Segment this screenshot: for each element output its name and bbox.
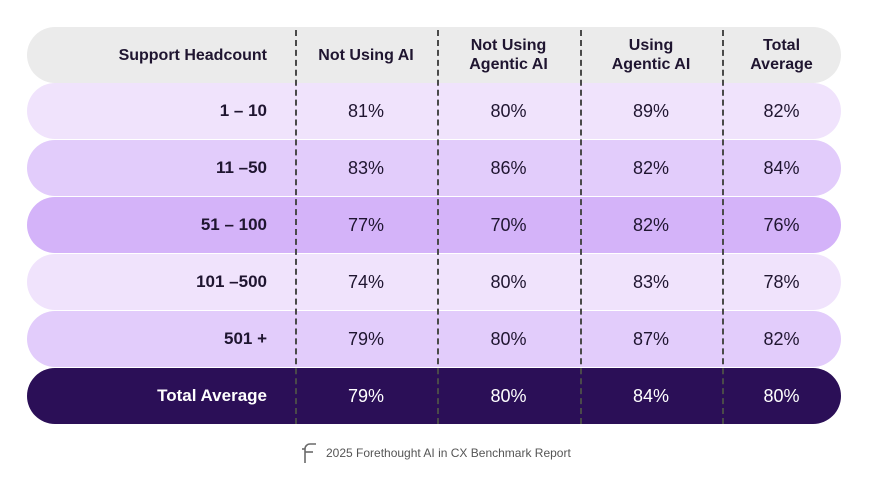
table-cell: 80%	[490, 271, 527, 292]
report-footer: 2025 Forethought AI in CX Benchmark Repo…	[300, 442, 571, 464]
row-label: 501 +	[223, 329, 267, 348]
table-cell: 83%	[347, 157, 385, 178]
row-label: 101 –500	[196, 272, 267, 291]
total-row-label: Total Average	[157, 386, 267, 405]
table-cell: 82%	[763, 328, 800, 349]
table-cell: 80%	[490, 328, 527, 349]
table-cell: 84%	[763, 157, 800, 178]
table-cell: 82%	[632, 157, 670, 178]
header-not-using-agentic-ai: Not Using Agentic AI	[469, 37, 548, 73]
total-cell: 80%	[763, 385, 800, 406]
header-total-average: Total Average	[750, 37, 813, 73]
header-support-headcount: Support Headcount	[118, 46, 267, 64]
table-cell: 76%	[763, 214, 800, 235]
table-cell: 80%	[490, 100, 527, 121]
table-cell: 79%	[347, 328, 385, 349]
table-row: 101 –500 74% 80% 83% 78%	[27, 254, 841, 310]
row-label: 1 – 10	[219, 101, 267, 120]
forethought-logo-icon	[300, 442, 318, 464]
total-cell: 79%	[347, 385, 385, 406]
table-cell: 77%	[347, 214, 385, 235]
table-row: 501 + 79% 80% 87% 82%	[27, 311, 841, 367]
table-cell: 89%	[632, 100, 670, 121]
table-cell: 83%	[632, 271, 670, 292]
total-cell: 84%	[632, 385, 670, 406]
row-label: 11 –50	[215, 158, 267, 177]
table-row: 1 – 10 81% 80% 89% 82%	[27, 83, 841, 139]
header-not-using-ai: Not Using AI	[318, 46, 414, 64]
table-cell: 78%	[763, 271, 800, 292]
footer-text: 2025 Forethought AI in CX Benchmark Repo…	[326, 446, 571, 460]
table-cell: 81%	[347, 100, 385, 121]
table-header-row: Support Headcount Not Using AI Not Using…	[27, 27, 841, 83]
table-row: 51 – 100 77% 70% 82% 76%	[27, 197, 841, 253]
table-cell: 70%	[490, 214, 527, 235]
header-using-agentic-ai: Using Agentic AI	[611, 37, 691, 73]
table-cell: 82%	[632, 214, 670, 235]
table-cell: 87%	[632, 328, 670, 349]
table-cell: 74%	[347, 271, 385, 292]
table-cell: 82%	[763, 100, 800, 121]
table-row: 11 –50 83% 86% 82% 84%	[27, 140, 841, 196]
table-cell: 86%	[490, 157, 527, 178]
row-label: 51 – 100	[200, 215, 267, 234]
total-average-row: Total Average 79% 80% 84% 80%	[27, 368, 841, 424]
total-cell: 80%	[490, 385, 527, 406]
